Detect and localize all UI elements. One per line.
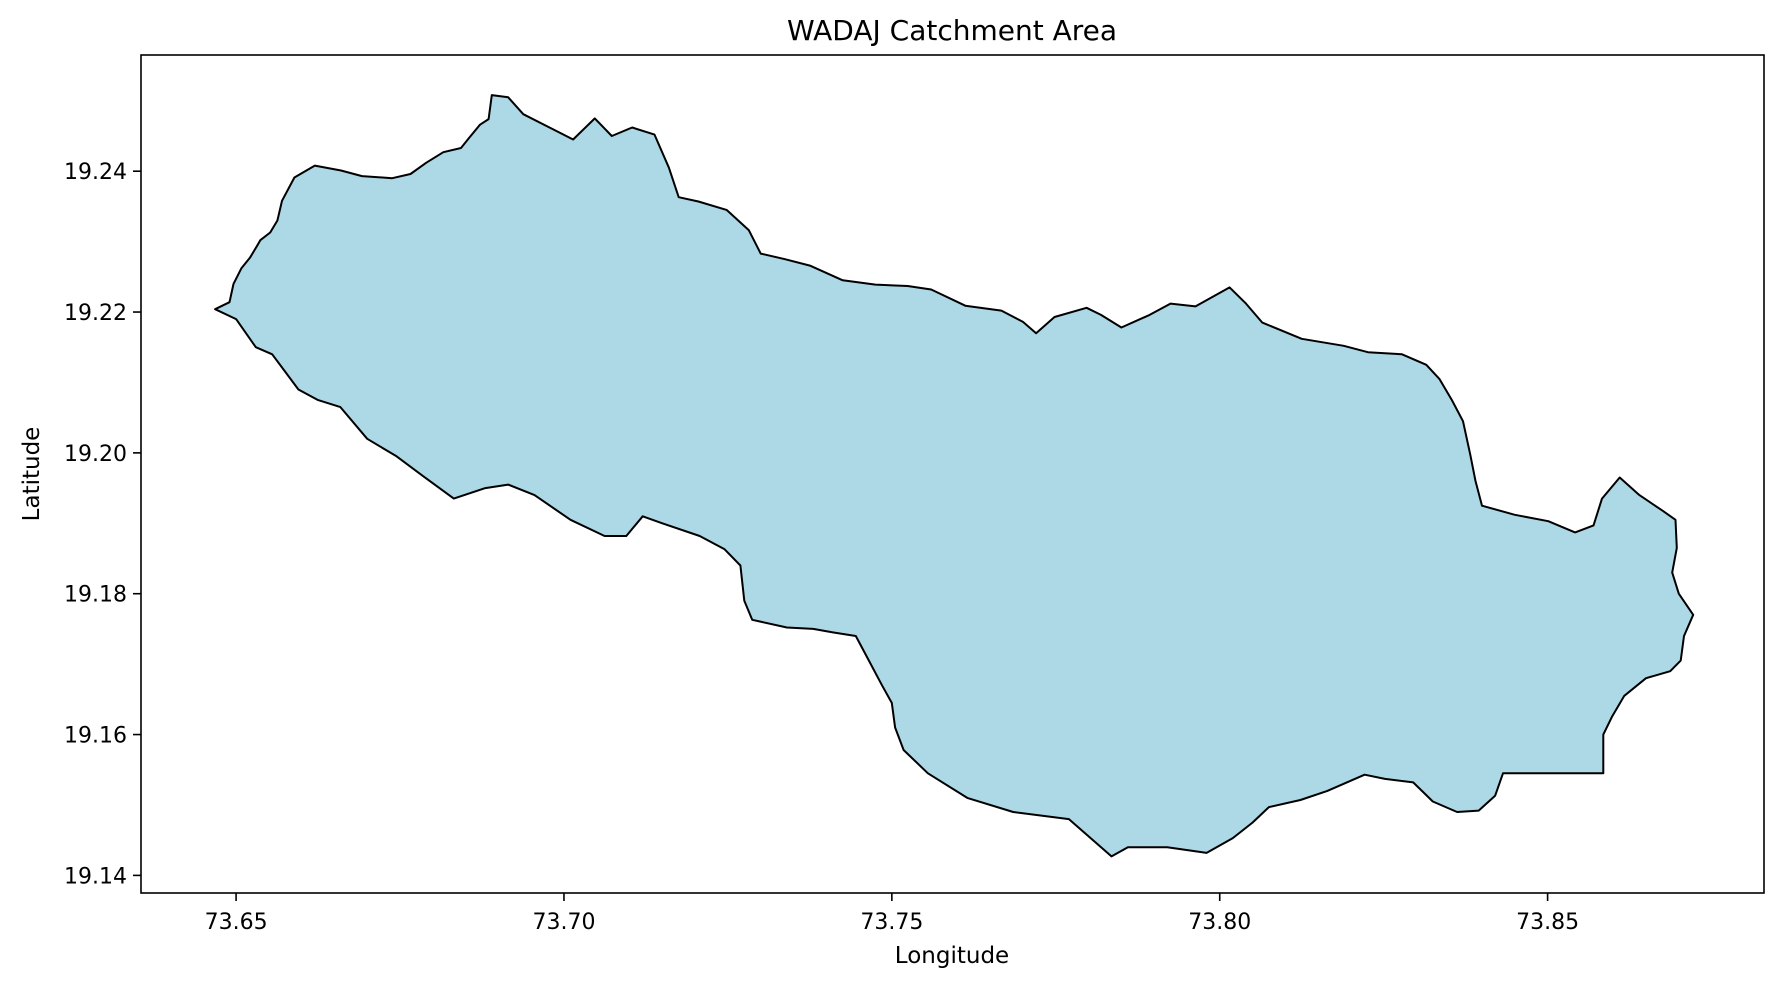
plot-area	[214, 94, 1695, 858]
y-tick-label: 19.18	[64, 583, 127, 608]
y-tick-label: 19.16	[64, 724, 127, 749]
x-axis-label: Longitude	[895, 943, 1009, 969]
x-tick-label: 73.80	[1188, 910, 1251, 935]
x-tick-label: 73.65	[205, 910, 268, 935]
y-axis-label: Latitude	[19, 427, 45, 522]
catchment-polygon	[214, 94, 1695, 858]
x-tick-label: 73.85	[1516, 910, 1579, 935]
x-axis: 73.65 73.70 73.75 73.80 73.85	[205, 893, 1579, 935]
x-tick-label: 73.70	[532, 910, 595, 935]
axes-frame	[140, 54, 1765, 894]
y-tick-label: 19.14	[64, 864, 127, 889]
chart-title: WADAJ Catchment Area	[787, 14, 1117, 47]
y-axis: 19.14 19.16 19.18 19.20 19.22 19.24	[64, 160, 141, 889]
y-tick-label: 19.22	[64, 301, 127, 326]
x-tick-label: 73.75	[860, 910, 923, 935]
y-tick-label: 19.24	[64, 160, 127, 185]
y-tick-label: 19.20	[64, 442, 127, 467]
